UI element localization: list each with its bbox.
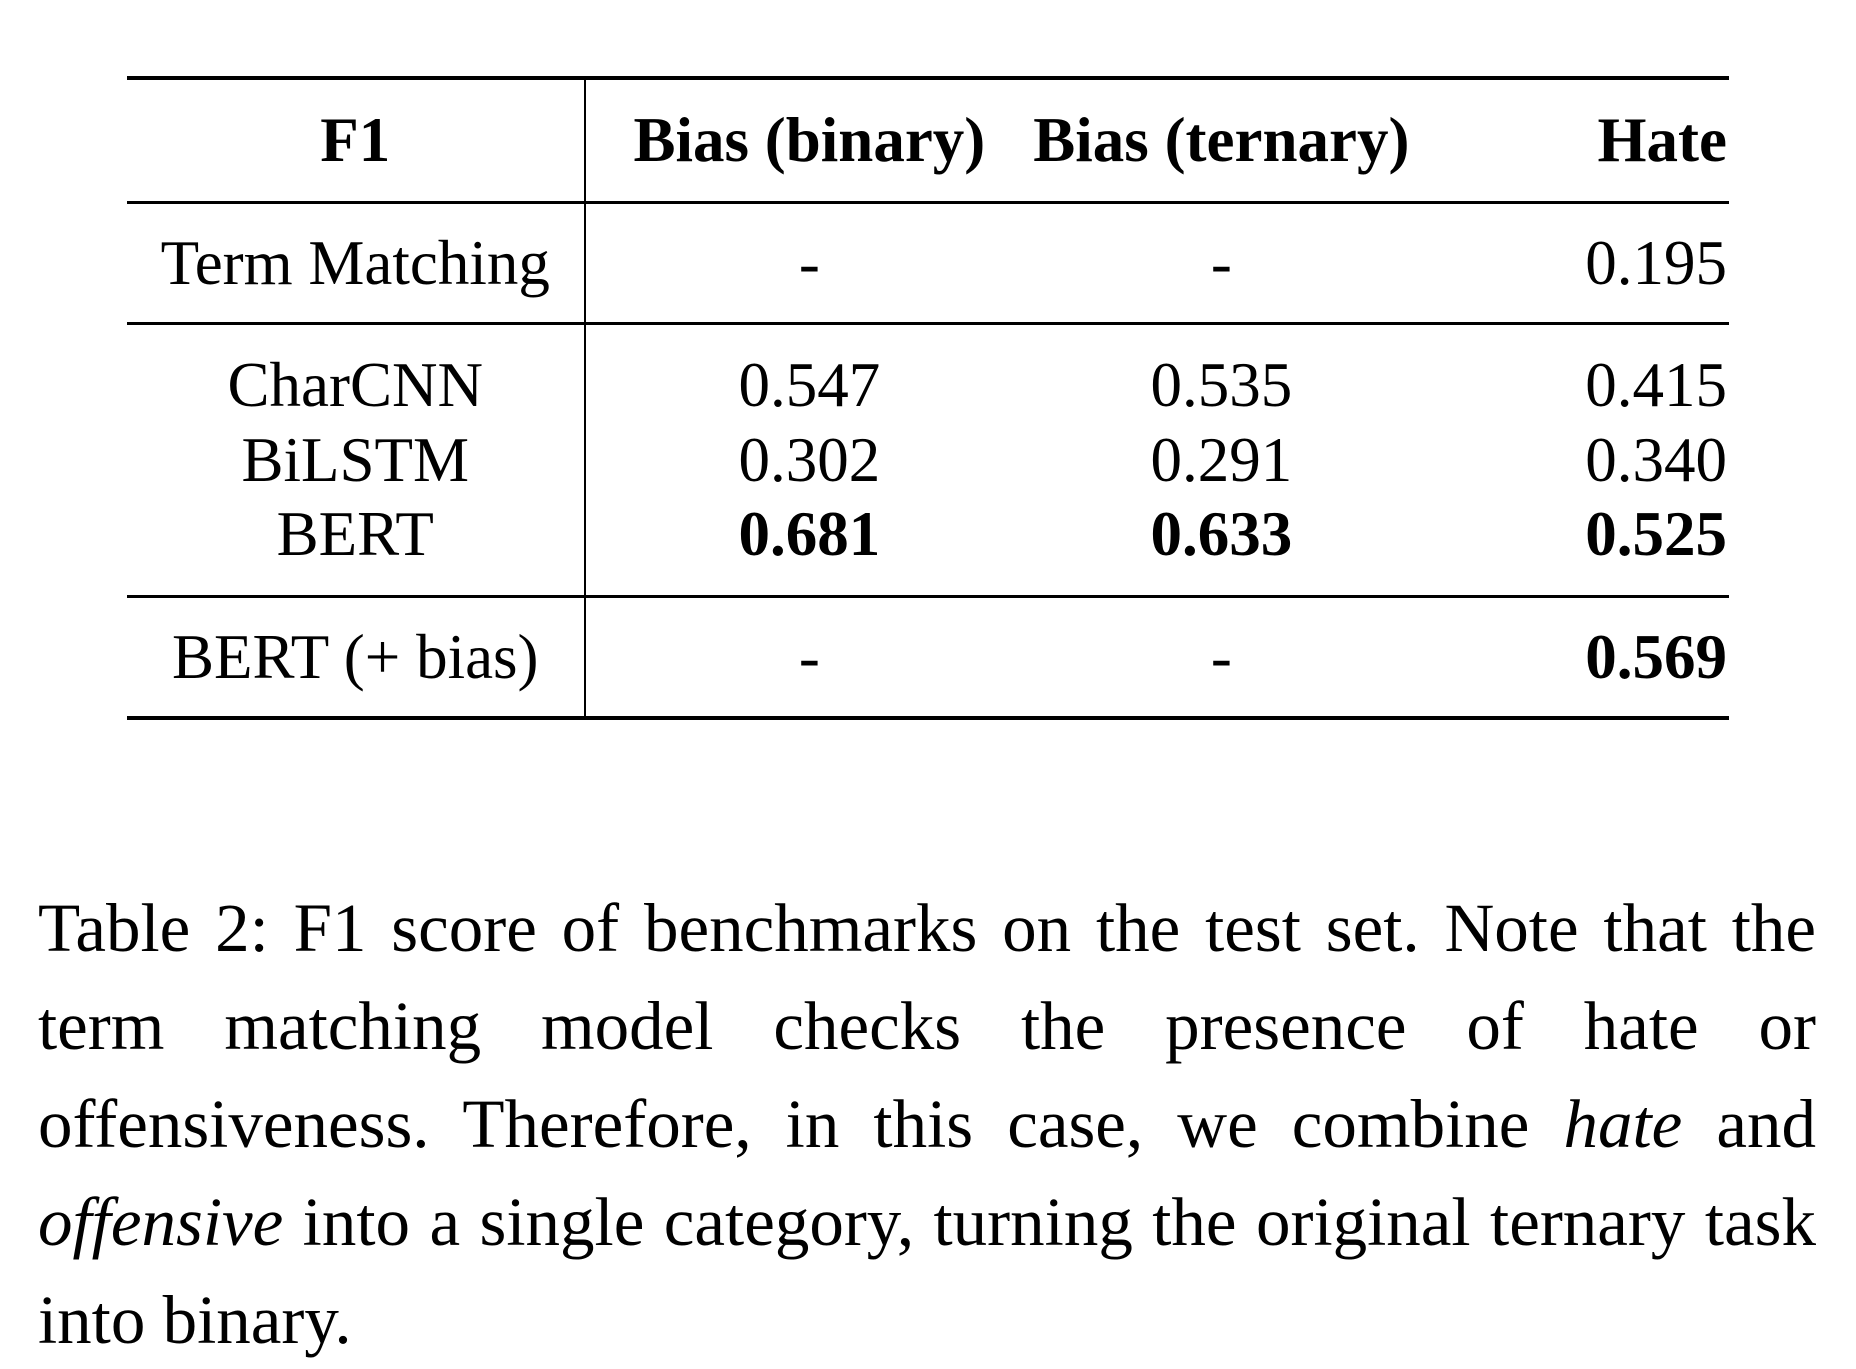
caption-text-part: Table 2: F1 score of benchmarks on the t…: [38, 890, 1816, 1162]
score-bias-binary: -: [798, 227, 820, 298]
score-bias-binary: 0.681: [738, 499, 881, 569]
model-name: BERT: [127, 503, 586, 597]
score-hate: 0.415: [1585, 350, 1727, 420]
header-bias-binary: Bias (binary): [633, 105, 986, 175]
score-hate: 0.340: [1585, 424, 1727, 495]
table-row: CharCNN 0.547 0.535 0.415: [127, 323, 1729, 420]
table-row: BERT (+ bias) - - 0.569: [127, 596, 1729, 718]
header-f1: F1: [127, 78, 586, 203]
model-name: Term Matching: [127, 202, 586, 324]
score-bias-binary: 0.302: [738, 424, 881, 495]
caption-italic-term: hate: [1563, 1086, 1683, 1162]
score-bias-ternary: -: [1210, 227, 1232, 298]
model-name: BiLSTM: [127, 417, 586, 503]
table-header-row: F1 Bias (binary) Bias (ternary) Hate: [127, 78, 1729, 203]
header-hate: Hate: [1597, 105, 1727, 175]
caption-text-part: and: [1682, 1086, 1816, 1162]
score-bias-ternary: 0.291: [1150, 424, 1293, 495]
score-bias-binary: -: [798, 621, 820, 692]
model-name: CharCNN: [127, 323, 586, 417]
caption-text-part: into a single category, turning the orig…: [38, 1184, 1816, 1358]
header-bias-ternary: Bias (ternary): [1033, 105, 1410, 175]
score-bias-ternary: 0.633: [1150, 499, 1293, 569]
model-name: BERT (+ bias): [127, 596, 586, 718]
score-hate: 0.525: [1585, 499, 1727, 569]
caption-italic-term: offensive: [38, 1184, 284, 1260]
results-table: F1 Bias (binary) Bias (ternary) Hate Ter…: [127, 76, 1729, 720]
table-row: Term Matching - - 0.195: [127, 202, 1729, 324]
score-bias-ternary: -: [1210, 621, 1232, 692]
table-row: BERT 0.681 0.633 0.525: [127, 503, 1729, 597]
table-figure: F1 Bias (binary) Bias (ternary) Hate Ter…: [38, 76, 1816, 1358]
score-bias-ternary: 0.535: [1150, 350, 1293, 420]
table-caption: Table 2: F1 score of benchmarks on the t…: [38, 879, 1816, 1369]
table-row: BiLSTM 0.302 0.291 0.340: [127, 417, 1729, 503]
score-hate: 0.569: [1585, 621, 1727, 692]
score-bias-binary: 0.547: [738, 350, 881, 420]
score-hate: 0.195: [1585, 227, 1727, 298]
